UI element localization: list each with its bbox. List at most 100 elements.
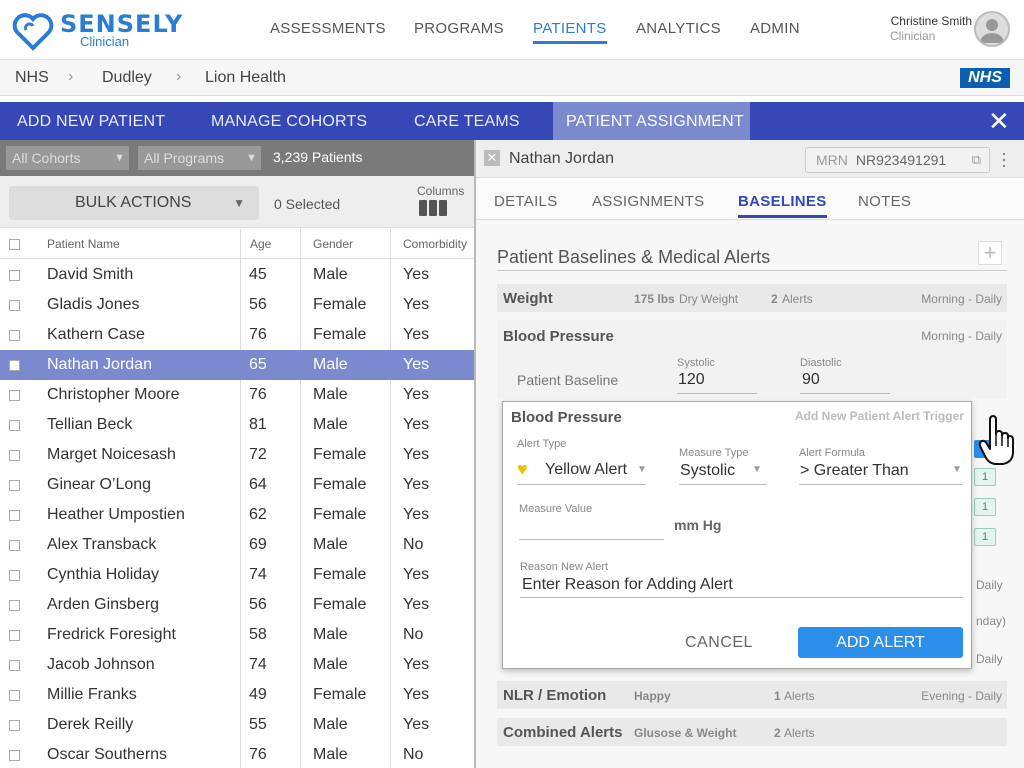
row-checkbox[interactable]	[9, 540, 20, 551]
add-trigger-link[interactable]: Add New Patient Alert Trigger	[795, 409, 964, 423]
row-checkbox[interactable]	[9, 360, 20, 371]
bp-schedule: Morning - Daily	[921, 329, 1002, 343]
cell-patient-name: David Smith	[47, 266, 134, 283]
tab-assignments[interactable]: ASSIGNMENTS	[592, 193, 705, 210]
cell-patient-name: Ginear O’Long	[47, 476, 152, 493]
row-checkbox[interactable]	[9, 690, 20, 701]
row-checkbox[interactable]	[9, 630, 20, 641]
add-baseline-icon[interactable]: +	[978, 241, 1002, 265]
tab-baselines[interactable]: BASELINES	[738, 193, 827, 218]
table-row[interactable]: Cynthia Holiday 74 Female Yes	[0, 560, 474, 590]
row-checkbox[interactable]	[9, 450, 20, 461]
tab-add-new-patient[interactable]: ADD NEW PATIENT	[17, 113, 166, 130]
breadcrumb-item[interactable]: Lion Health	[205, 69, 286, 86]
systolic-input[interactable]: 120	[678, 371, 705, 388]
header-age[interactable]: Age	[250, 237, 272, 251]
table-row[interactable]: Jacob Johnson 74 Male Yes	[0, 650, 474, 680]
row-checkbox[interactable]	[9, 570, 20, 581]
header-patient-name[interactable]: Patient Name	[47, 237, 120, 251]
table-row[interactable]: Millie Franks 49 Female Yes	[0, 680, 474, 710]
columns-icon[interactable]	[419, 200, 447, 216]
table-row[interactable]: Alex Transback 69 Male No	[0, 530, 474, 560]
diastolic-input[interactable]: 90	[802, 371, 820, 388]
breadcrumb-item[interactable]: Dudley	[102, 69, 152, 86]
table-row[interactable]: Gladis Jones 56 Female Yes	[0, 290, 474, 320]
cell-gender: Male	[313, 266, 348, 283]
table-row[interactable]: Tellian Beck 81 Male Yes	[0, 410, 474, 440]
more-vertical-icon[interactable]: · · ·	[1001, 143, 1007, 175]
cohorts-select[interactable]: All Cohorts ▼	[6, 146, 129, 170]
measure-type-select[interactable]: Systolic	[680, 462, 736, 479]
table-row[interactable]: Marget Noicesash 72 Female Yes	[0, 440, 474, 470]
alert-stub[interactable]: 1	[974, 468, 996, 486]
table-row[interactable]: David Smith 45 Male Yes	[0, 260, 474, 290]
row-checkbox[interactable]	[9, 330, 20, 341]
mrn-field[interactable]: MRN NR923491291 ⧉	[805, 147, 990, 173]
table-row[interactable]: Arden Ginsberg 56 Female Yes	[0, 590, 474, 620]
cell-age: 69	[249, 536, 267, 553]
row-checkbox[interactable]	[9, 750, 20, 761]
reason-input[interactable]: Enter Reason for Adding Alert	[522, 576, 733, 593]
alert-stub[interactable]: 1	[974, 498, 996, 516]
alert-type-select[interactable]: Yellow Alert	[545, 461, 628, 478]
table-row[interactable]: Heather Umpostien 62 Female Yes	[0, 500, 474, 530]
row-checkbox[interactable]	[9, 660, 20, 671]
nav-patients[interactable]: PATIENTS	[533, 20, 607, 44]
row-checkbox[interactable]	[9, 480, 20, 491]
cell-patient-name: Jacob Johnson	[47, 656, 155, 673]
bulk-actions-bar: BULK ACTIONS ▼ 0 Selected Columns	[0, 176, 474, 228]
table-row[interactable]: Derek Reilly 55 Male Yes	[0, 710, 474, 740]
row-checkbox[interactable]	[9, 720, 20, 731]
row-checkbox[interactable]	[9, 510, 20, 521]
tab-patient-assignment[interactable]: PATIENT ASSIGNMENT	[566, 113, 744, 130]
sensely-logo[interactable]: SENSELY Clinician	[12, 10, 182, 52]
nav-analytics[interactable]: ANALYTICS	[636, 20, 721, 37]
user-name[interactable]: Christine Smith	[890, 14, 972, 28]
measure-value-label: Measure Value	[519, 503, 593, 515]
alert-formula-select[interactable]: > Greater Than	[800, 462, 909, 479]
add-alert-button[interactable]: ADD ALERT	[798, 627, 963, 658]
combined-alerts-label: Alerts	[784, 726, 815, 740]
row-checkbox[interactable]	[9, 270, 20, 281]
close-icon[interactable]: ✕	[988, 106, 1010, 136]
select-all-checkbox[interactable]	[9, 239, 20, 250]
nlr-schedule: Evening - Daily	[921, 689, 1002, 703]
tab-manage-cohorts[interactable]: MANAGE COHORTS	[211, 113, 368, 130]
tab-notes[interactable]: NOTES	[858, 193, 912, 210]
avatar[interactable]	[974, 11, 1010, 47]
cell-patient-name: Marget Noicesash	[47, 446, 176, 463]
filter-bar: All Cohorts ▼ All Programs ▼ 3,239 Patie…	[0, 140, 474, 176]
close-detail-icon[interactable]: ✕	[484, 150, 500, 166]
header-comorbidity[interactable]: Comorbidity	[403, 237, 468, 251]
bulk-actions-button[interactable]: BULK ACTIONS ▼	[9, 186, 259, 220]
weight-title: Weight	[503, 290, 553, 307]
nav-assessments[interactable]: ASSESSMENTS	[270, 20, 386, 37]
baseline-nlr-emotion[interactable]: NLR / Emotion Happy 1 Alerts Evening - D…	[497, 681, 1007, 709]
table-row[interactable]: Kathern Case 76 Female Yes	[0, 320, 474, 350]
table-row[interactable]: Ginear O’Long 64 Female Yes	[0, 470, 474, 500]
row-checkbox[interactable]	[9, 420, 20, 431]
tab-details[interactable]: DETAILS	[494, 193, 558, 210]
table-row[interactable]: Oscar Southerns 76 Male No	[0, 740, 474, 768]
alert-stub[interactable]: 1	[974, 528, 996, 546]
nav-admin[interactable]: ADMIN	[750, 20, 800, 37]
external-link-icon[interactable]: ⧉	[971, 152, 981, 167]
cell-age: 56	[249, 296, 267, 313]
measure-value-input[interactable]	[519, 539, 664, 540]
breadcrumb-item[interactable]: NHS	[15, 69, 49, 86]
cancel-button[interactable]: CANCEL	[685, 634, 753, 651]
programs-select[interactable]: All Programs ▼	[138, 146, 261, 170]
weight-alerts-count: 2	[771, 292, 778, 306]
breadcrumb: NHS › Dudley › Lion Health NHS	[0, 60, 1024, 96]
header-gender[interactable]: Gender	[313, 237, 354, 251]
tab-care-teams[interactable]: CARE TEAMS	[414, 113, 520, 130]
row-checkbox[interactable]	[9, 600, 20, 611]
table-row[interactable]: Nathan Jordan 65 Male Yes	[0, 350, 474, 380]
row-checkbox[interactable]	[9, 300, 20, 311]
baseline-weight[interactable]: Weight 175 lbs Dry Weight 2 Alerts Morni…	[497, 284, 1007, 312]
table-row[interactable]: Christopher Moore 76 Male Yes	[0, 380, 474, 410]
row-checkbox[interactable]	[9, 390, 20, 401]
baseline-combined-alerts[interactable]: Combined Alerts Glusose & Weight 2 Alert…	[497, 718, 1007, 746]
nav-programs[interactable]: PROGRAMS	[414, 20, 504, 37]
table-row[interactable]: Fredrick Foresight 58 Male No	[0, 620, 474, 650]
